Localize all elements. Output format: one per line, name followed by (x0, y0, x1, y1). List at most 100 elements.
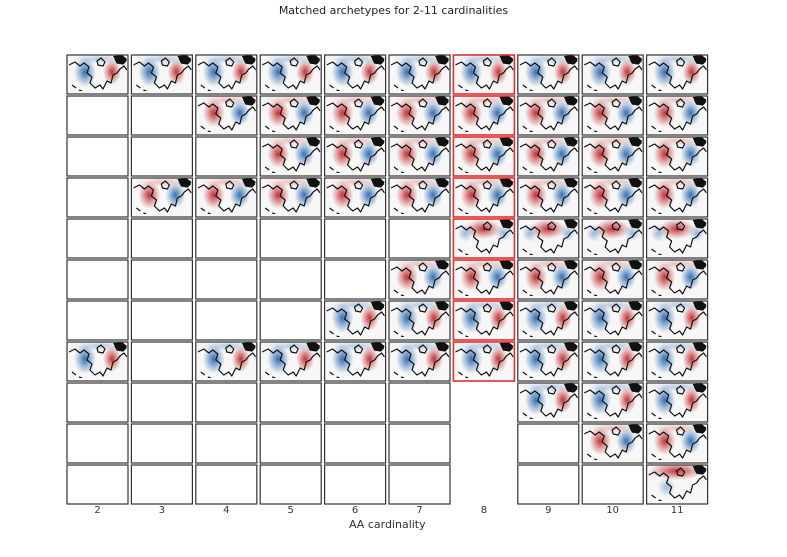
empty-cell (388, 464, 451, 505)
archetype-map-cell (452, 136, 516, 177)
archetype-map-cell (195, 54, 258, 95)
x-tick-label: 9 (545, 505, 552, 516)
empty-cell (388, 423, 451, 464)
archetype-map-cell (388, 341, 451, 382)
empty-cell (66, 259, 129, 300)
empty-cell (195, 300, 258, 341)
archetype-map-cell (645, 423, 709, 464)
archetype-map-cell (517, 218, 580, 259)
archetype-map-cell (645, 464, 709, 505)
archetype-map-cell (645, 136, 709, 177)
archetype-map-cell (645, 300, 709, 341)
archetype-map-cell (517, 382, 580, 423)
empty-cell (517, 464, 580, 505)
empty-cell (259, 464, 322, 505)
archetype-map-cell (517, 341, 580, 382)
empty-cell (195, 423, 258, 464)
empty-cell (130, 341, 193, 382)
x-tick-label: 3 (158, 505, 166, 516)
archetype-map-cell (581, 259, 644, 300)
archetype-map-cell (66, 54, 129, 95)
empty-cell (66, 177, 129, 218)
empty-cell (259, 382, 322, 423)
empty-cell (66, 464, 129, 505)
archetype-map-cell (581, 300, 644, 341)
archetype-map-cell (324, 95, 387, 136)
archetype-map-cell (388, 136, 451, 177)
archetype-map-cell (581, 218, 644, 259)
empty-cell (195, 218, 258, 259)
archetype-map-cell (517, 54, 580, 95)
empty-cell (195, 464, 258, 505)
x-tick-label: 8 (480, 505, 488, 516)
archetype-map-cell (645, 95, 709, 136)
archetype-map-cell (581, 423, 644, 464)
archetype-map-cell (259, 95, 322, 136)
empty-cell (66, 136, 129, 177)
empty-cell (66, 95, 129, 136)
empty-cell (66, 382, 129, 423)
archetype-map-cell (259, 177, 322, 218)
archetype-map-cell (517, 300, 580, 341)
empty-cell (130, 382, 193, 423)
archetype-map-cell (645, 259, 709, 300)
archetype-map-cell (195, 177, 258, 218)
empty-cell (517, 423, 580, 464)
x-tick-label: 11 (670, 505, 684, 516)
archetype-map-cell (581, 54, 644, 95)
empty-cell (195, 136, 258, 177)
empty-cell (66, 218, 129, 259)
empty-cell (259, 259, 322, 300)
empty-cell (259, 423, 322, 464)
archetype-map-cell (324, 54, 387, 95)
empty-cell (388, 382, 451, 423)
archetype-map-cell (581, 136, 644, 177)
x-tick-label: 5 (287, 505, 294, 516)
archetype-map-cell (452, 95, 516, 136)
empty-cell (130, 423, 193, 464)
empty-cell (195, 382, 258, 423)
archetype-map-cell (517, 95, 580, 136)
archetype-map-cell (452, 177, 516, 218)
x-tick-label: 2 (94, 505, 101, 516)
empty-cell (324, 382, 387, 423)
archetype-map-cell (195, 95, 258, 136)
archetype-map-cell (388, 259, 451, 300)
archetype-map-cell (259, 136, 322, 177)
empty-cell (130, 300, 193, 341)
archetype-map-cell (452, 54, 516, 95)
empty-cell (388, 218, 451, 259)
archetype-map-cell (324, 341, 387, 382)
empty-cell (66, 300, 129, 341)
archetype-map-cell (259, 341, 322, 382)
archetype-map-cell (130, 177, 193, 218)
empty-cell (130, 259, 193, 300)
archetype-map-cell (452, 300, 516, 341)
archetype-map-cell (645, 54, 709, 95)
archetype-map-cell (581, 95, 644, 136)
archetype-map-cell (517, 136, 580, 177)
archetype-map-cell (259, 54, 322, 95)
archetype-map-cell (388, 95, 451, 136)
empty-cell (130, 136, 193, 177)
archetype-map-cell (452, 218, 516, 259)
archetype-map-cell (452, 259, 516, 300)
empty-cell (324, 423, 387, 464)
empty-cell (259, 218, 322, 259)
archetype-map-cell (517, 259, 580, 300)
archetype-map-cell (645, 218, 709, 259)
archetype-map-cell (388, 177, 451, 218)
archetype-map-cell (645, 177, 709, 218)
archetype-map-cell (517, 177, 580, 218)
archetype-map-cell (581, 382, 644, 423)
archetype-map-cell (324, 177, 387, 218)
empty-cell (259, 300, 322, 341)
x-tick-label: 10 (606, 505, 620, 516)
archetype-map-cell (581, 341, 644, 382)
x-tick-label: 4 (223, 505, 230, 516)
empty-cell (324, 259, 387, 300)
empty-cell (195, 259, 258, 300)
archetype-map-cell (388, 300, 451, 341)
archetype-map-cell (324, 300, 387, 341)
